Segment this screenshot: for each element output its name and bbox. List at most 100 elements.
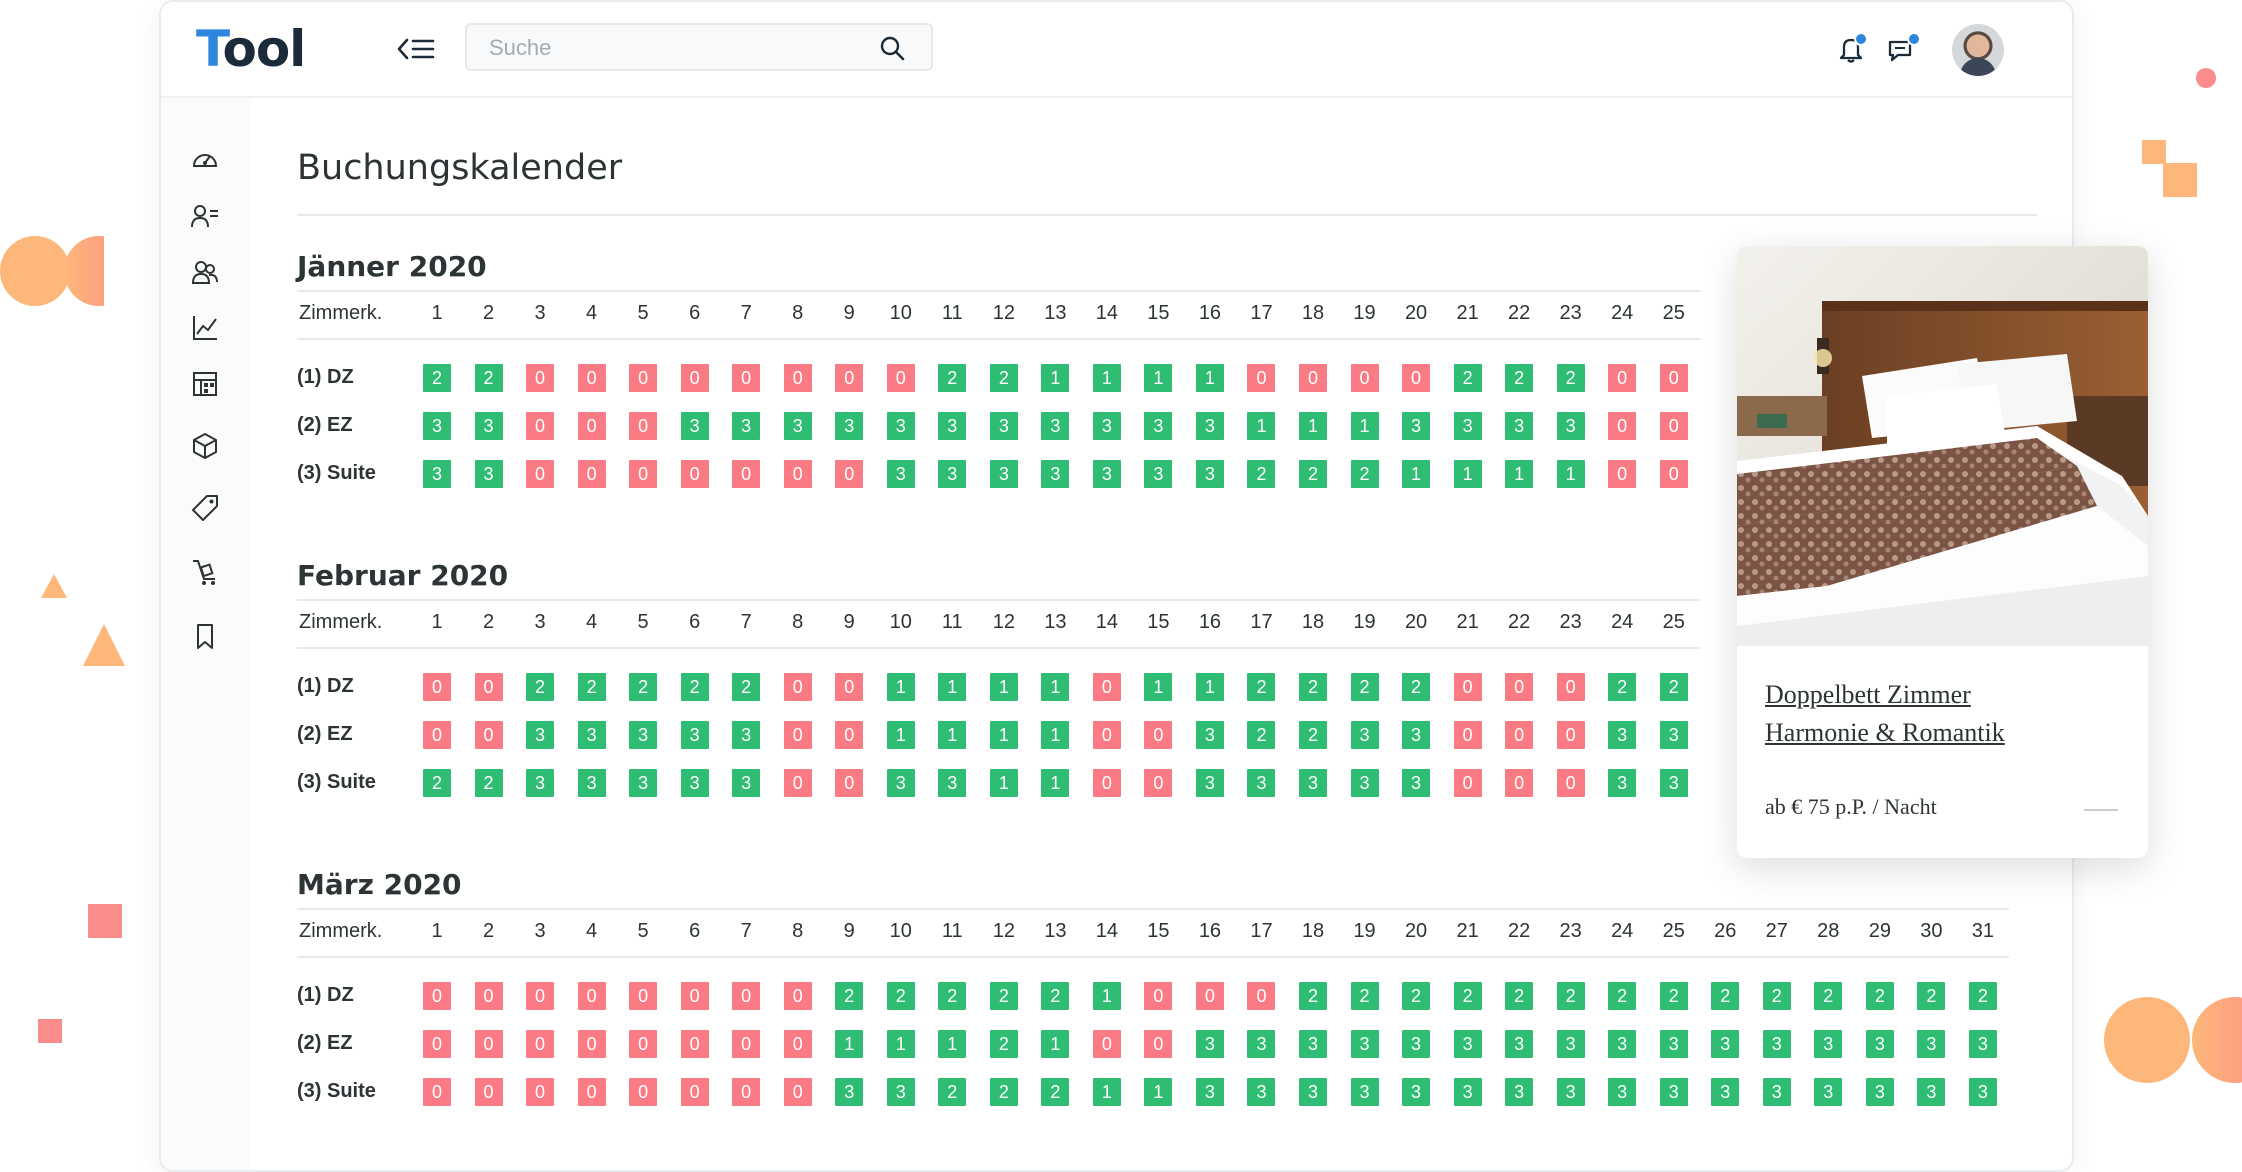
availability-cell[interactable]: 3 [938,769,967,797]
availability-cell[interactable]: 0 [1505,673,1534,701]
availability-cell[interactable]: 2 [526,673,555,701]
availability-cell[interactable]: 0 [474,1030,503,1058]
availability-cell[interactable]: 2 [1917,982,1946,1010]
offer-card-title[interactable]: Doppelbett Zimmer Harmonie & Romantik [1765,676,2105,752]
availability-cell[interactable]: 2 [474,364,503,392]
availability-cell[interactable]: 0 [783,1078,812,1106]
availability-cell[interactable]: 2 [1402,982,1431,1010]
availability-cell[interactable]: 2 [1505,982,1534,1010]
guest-list-icon[interactable] [190,201,220,231]
availability-cell[interactable]: 1 [1556,460,1585,488]
availability-cell[interactable]: 0 [1453,673,1482,701]
availability-cell[interactable]: 3 [1195,721,1224,749]
chart-icon[interactable] [190,313,220,343]
availability-cell[interactable]: 2 [1299,673,1327,701]
availability-cell[interactable]: 3 [1968,1078,1997,1106]
dashboard-icon[interactable] [190,144,220,174]
availability-cell[interactable]: 3 [1195,1078,1224,1106]
availability-cell[interactable]: 2 [1041,1078,1070,1106]
luggage-cart-icon[interactable] [190,557,220,587]
availability-cell[interactable]: 3 [1247,769,1276,797]
availability-cell[interactable]: 3 [1556,1078,1585,1106]
availability-cell[interactable]: 3 [1299,1078,1327,1106]
availability-cell[interactable]: 3 [1453,412,1482,440]
availability-cell[interactable]: 0 [1659,412,1688,440]
availability-cell[interactable]: 2 [1247,721,1276,749]
availability-cell[interactable]: 1 [1350,412,1379,440]
availability-cell[interactable]: 0 [1144,1030,1173,1058]
availability-cell[interactable]: 0 [474,721,503,749]
availability-cell[interactable]: 1 [1144,673,1173,701]
availability-cell[interactable]: 1 [1505,460,1534,488]
availability-cell[interactable]: 0 [1247,982,1276,1010]
availability-cell[interactable]: 0 [1556,769,1585,797]
availability-cell[interactable]: 0 [629,1078,658,1106]
availability-cell[interactable]: 0 [835,721,864,749]
availability-cell[interactable]: 2 [1608,982,1637,1010]
availability-cell[interactable]: 3 [1350,721,1379,749]
availability-cell[interactable]: 3 [1195,412,1224,440]
availability-cell[interactable]: 0 [577,364,606,392]
availability-cell[interactable]: 3 [1917,1030,1946,1058]
availability-cell[interactable]: 1 [1041,364,1070,392]
offer-card[interactable]: Doppelbett Zimmer Harmonie & Romantik ab… [1737,246,2148,858]
availability-cell[interactable]: 3 [1453,1078,1482,1106]
availability-cell[interactable]: 0 [577,412,606,440]
availability-cell[interactable]: 2 [1453,982,1482,1010]
availability-cell[interactable]: 2 [1556,364,1585,392]
availability-cell[interactable]: 0 [680,1078,709,1106]
availability-cell[interactable]: 2 [1659,673,1688,701]
availability-cell[interactable]: 2 [886,982,915,1010]
availability-cell[interactable]: 0 [526,412,555,440]
availability-cell[interactable]: 2 [938,982,967,1010]
availability-cell[interactable]: 0 [1092,673,1121,701]
availability-cell[interactable]: 2 [1659,982,1688,1010]
availability-cell[interactable]: 0 [526,460,555,488]
availability-cell[interactable]: 3 [526,721,555,749]
availability-cell[interactable]: 0 [577,1078,606,1106]
availability-cell[interactable]: 3 [1092,460,1121,488]
availability-cell[interactable]: 3 [1865,1078,1894,1106]
availability-cell[interactable]: 0 [680,1030,709,1058]
availability-cell[interactable]: 1 [938,673,967,701]
bell-icon[interactable] [1834,32,1868,66]
availability-cell[interactable]: 0 [732,460,761,488]
availability-cell[interactable]: 0 [783,982,812,1010]
availability-cell[interactable]: 0 [1092,769,1121,797]
availability-cell[interactable]: 0 [423,1078,451,1106]
availability-cell[interactable]: 2 [1247,460,1276,488]
availability-cell[interactable]: 0 [835,673,864,701]
availability-cell[interactable]: 2 [1041,982,1070,1010]
availability-cell[interactable]: 1 [1453,460,1482,488]
availability-cell[interactable]: 0 [835,364,864,392]
availability-cell[interactable]: 3 [1608,769,1637,797]
availability-cell[interactable]: 1 [1299,412,1327,440]
availability-cell[interactable]: 2 [1968,982,1997,1010]
availability-cell[interactable]: 0 [1505,769,1534,797]
availability-cell[interactable]: 0 [1608,364,1637,392]
availability-cell[interactable]: 0 [1195,982,1224,1010]
avatar[interactable] [1952,24,2004,76]
availability-cell[interactable]: 3 [1505,412,1534,440]
availability-cell[interactable]: 3 [1402,1030,1431,1058]
availability-cell[interactable]: 3 [1865,1030,1894,1058]
availability-cell[interactable]: 2 [423,769,451,797]
availability-cell[interactable]: 0 [1556,721,1585,749]
search-input[interactable] [487,31,871,65]
availability-cell[interactable]: 3 [1659,1078,1688,1106]
availability-cell[interactable]: 1 [989,769,1018,797]
offer-card-title-line-2[interactable]: Harmonie & Romantik [1765,718,2005,747]
availability-cell[interactable]: 0 [629,982,658,1010]
availability-cell[interactable]: 1 [1041,1030,1070,1058]
availability-cell[interactable]: 0 [423,1030,451,1058]
availability-cell[interactable]: 2 [1505,364,1534,392]
availability-cell[interactable]: 0 [1556,673,1585,701]
availability-cell[interactable]: 0 [1608,460,1637,488]
availability-cell[interactable]: 3 [577,769,606,797]
availability-cell[interactable]: 2 [1299,982,1327,1010]
availability-cell[interactable]: 2 [989,364,1018,392]
availability-cell[interactable]: 3 [1711,1030,1740,1058]
availability-cell[interactable]: 0 [783,721,812,749]
availability-cell[interactable]: 0 [835,460,864,488]
availability-cell[interactable]: 3 [680,412,709,440]
